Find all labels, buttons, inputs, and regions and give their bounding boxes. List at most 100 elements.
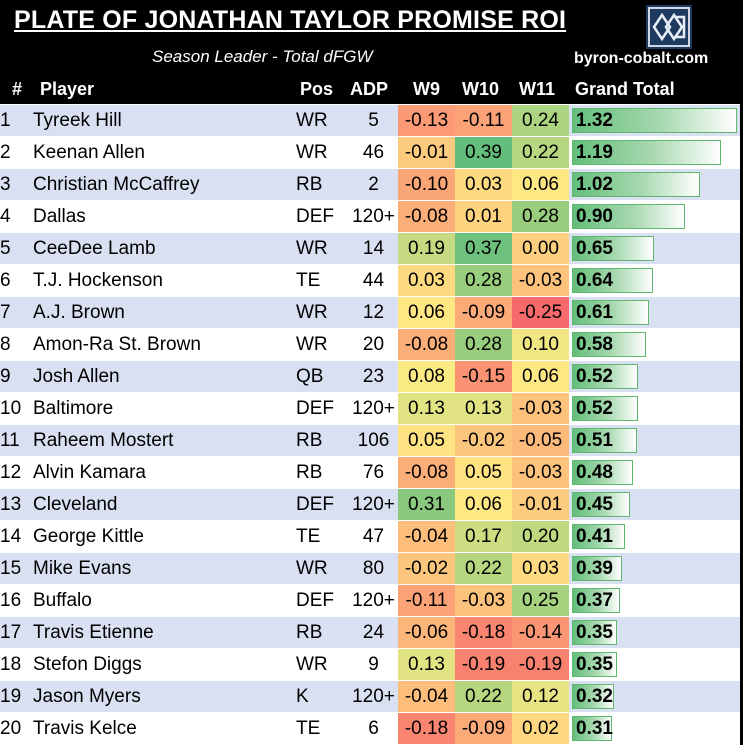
total-data-bar [572, 492, 630, 517]
cell-rank: 11 [0, 424, 33, 457]
cell-w9: -0.04 [398, 680, 455, 713]
cell-pos: WR [296, 104, 349, 137]
cell-total: 0.65 [569, 232, 740, 265]
cell-adp: 5 [349, 104, 398, 137]
cell-player: Josh Allen [33, 360, 296, 393]
cell-adp: 12 [349, 296, 398, 329]
cell-adp: 120+ [349, 584, 398, 617]
table-row: 13 Cleveland DEF 120+ 0.31 0.06 -0.01 0.45 [0, 488, 740, 521]
cell-rank: 18 [0, 648, 33, 681]
cell-w9: -0.08 [398, 456, 455, 489]
cell-rank: 2 [0, 136, 33, 169]
table-row: 1 Tyreek Hill WR 5 -0.13 -0.11 0.24 1.32 [0, 104, 740, 137]
total-data-bar [572, 332, 646, 357]
table-row: 15 Mike Evans WR 80 -0.02 0.22 0.03 0.39 [0, 552, 740, 585]
cell-pos: WR [296, 648, 349, 681]
total-data-bar [572, 460, 634, 485]
cell-rank: 4 [0, 200, 33, 233]
table-row: 19 Jason Myers K 120+ -0.04 0.22 0.12 0.32 [0, 680, 740, 713]
cell-adp: 20 [349, 328, 398, 361]
cell-w11: -0.25 [512, 296, 569, 329]
cell-rank: 9 [0, 360, 33, 393]
cell-player: Jason Myers [33, 680, 296, 713]
cell-rank: 1 [0, 104, 33, 137]
total-data-bar [572, 652, 618, 677]
cell-w11: 0.02 [512, 712, 569, 745]
cell-rank: 15 [0, 552, 33, 585]
total-data-bar [572, 108, 737, 133]
cell-w11: 0.24 [512, 104, 569, 137]
cell-w10: -0.18 [455, 616, 512, 649]
cell-player: George Kittle [33, 520, 296, 553]
cell-w9: 0.31 [398, 488, 455, 521]
cell-total: 0.41 [569, 520, 740, 553]
cell-w9: 0.19 [398, 232, 455, 265]
cell-player: Raheem Mostert [33, 424, 296, 457]
total-value: 1.32 [576, 110, 613, 131]
cell-w11: 0.10 [512, 328, 569, 361]
cell-player: Baltimore [33, 392, 296, 425]
cell-w9: -0.13 [398, 104, 455, 137]
cell-w10: 0.01 [455, 200, 512, 233]
cell-pos: RB [296, 424, 349, 457]
total-value: 1.02 [576, 174, 613, 195]
cell-rank: 7 [0, 296, 33, 329]
cell-w9: -0.08 [398, 328, 455, 361]
cell-w10: -0.09 [455, 296, 512, 329]
cell-w10: -0.15 [455, 360, 512, 393]
total-value: 0.35 [576, 654, 613, 675]
table-row: 16 Buffalo DEF 120+ -0.11 -0.03 0.25 0.37 [0, 584, 740, 617]
cell-adp: 106 [349, 424, 398, 457]
cell-w11: 0.06 [512, 168, 569, 201]
cell-w9: 0.03 [398, 264, 455, 297]
page-title: PLATE OF JONATHAN TAYLOR PROMISE ROI [14, 6, 567, 34]
cell-pos: WR [296, 328, 349, 361]
total-data-bar [572, 300, 650, 325]
table-row: 12 Alvin Kamara RB 76 -0.08 0.05 -0.03 0.48 [0, 456, 740, 489]
cell-total: 0.32 [569, 680, 740, 713]
cell-w11: -0.14 [512, 616, 569, 649]
cell-rank: 3 [0, 168, 33, 201]
cell-rank: 20 [0, 712, 33, 745]
cell-player: Stefon Diggs [33, 648, 296, 681]
cell-total: 0.37 [569, 584, 740, 617]
cell-w11: 0.22 [512, 136, 569, 169]
total-data-bar [572, 620, 618, 645]
cell-w11: 0.00 [512, 232, 569, 265]
cell-w10: -0.11 [455, 104, 512, 137]
total-value: 0.61 [576, 302, 613, 323]
total-value: 0.35 [576, 622, 613, 643]
table-row: 3 Christian McCaffrey RB 2 -0.10 0.03 0.06 1.02 [0, 168, 740, 201]
cell-adp: 46 [349, 136, 398, 169]
cell-w10: 0.06 [455, 488, 512, 521]
cell-adp: 9 [349, 648, 398, 681]
cell-rank: 17 [0, 616, 33, 649]
table-row: 7 A.J. Brown WR 12 0.06 -0.09 -0.25 0.61 [0, 296, 740, 329]
col-w11: W11 [519, 79, 556, 99]
cell-player: T.J. Hockenson [33, 264, 296, 297]
cell-w9: 0.13 [398, 648, 455, 681]
table-row: 5 CeeDee Lamb WR 14 0.19 0.37 0.00 0.65 [0, 232, 740, 265]
cell-pos: DEF [296, 488, 349, 521]
cell-total: 0.35 [569, 648, 740, 681]
cell-player: CeeDee Lamb [33, 232, 296, 265]
cell-w9: -0.04 [398, 520, 455, 553]
total-value: 0.58 [576, 334, 613, 355]
total-value: 0.45 [576, 494, 613, 515]
cell-pos: RB [296, 168, 349, 201]
cell-pos: DEF [296, 392, 349, 425]
cell-w10: 0.28 [455, 328, 512, 361]
cell-total: 0.51 [569, 424, 740, 457]
cell-pos: TE [296, 264, 349, 297]
total-value: 0.52 [576, 398, 613, 419]
cell-pos: WR [296, 136, 349, 169]
cell-total: 0.64 [569, 264, 740, 297]
cell-pos: RB [296, 616, 349, 649]
cell-adp: 120+ [349, 680, 398, 713]
total-value: 0.48 [576, 462, 613, 483]
total-data-bar [572, 172, 700, 197]
total-value: 0.39 [576, 558, 613, 579]
cell-w9: -0.18 [398, 712, 455, 745]
cell-w11: -0.03 [512, 392, 569, 425]
cell-player: Buffalo [33, 584, 296, 617]
